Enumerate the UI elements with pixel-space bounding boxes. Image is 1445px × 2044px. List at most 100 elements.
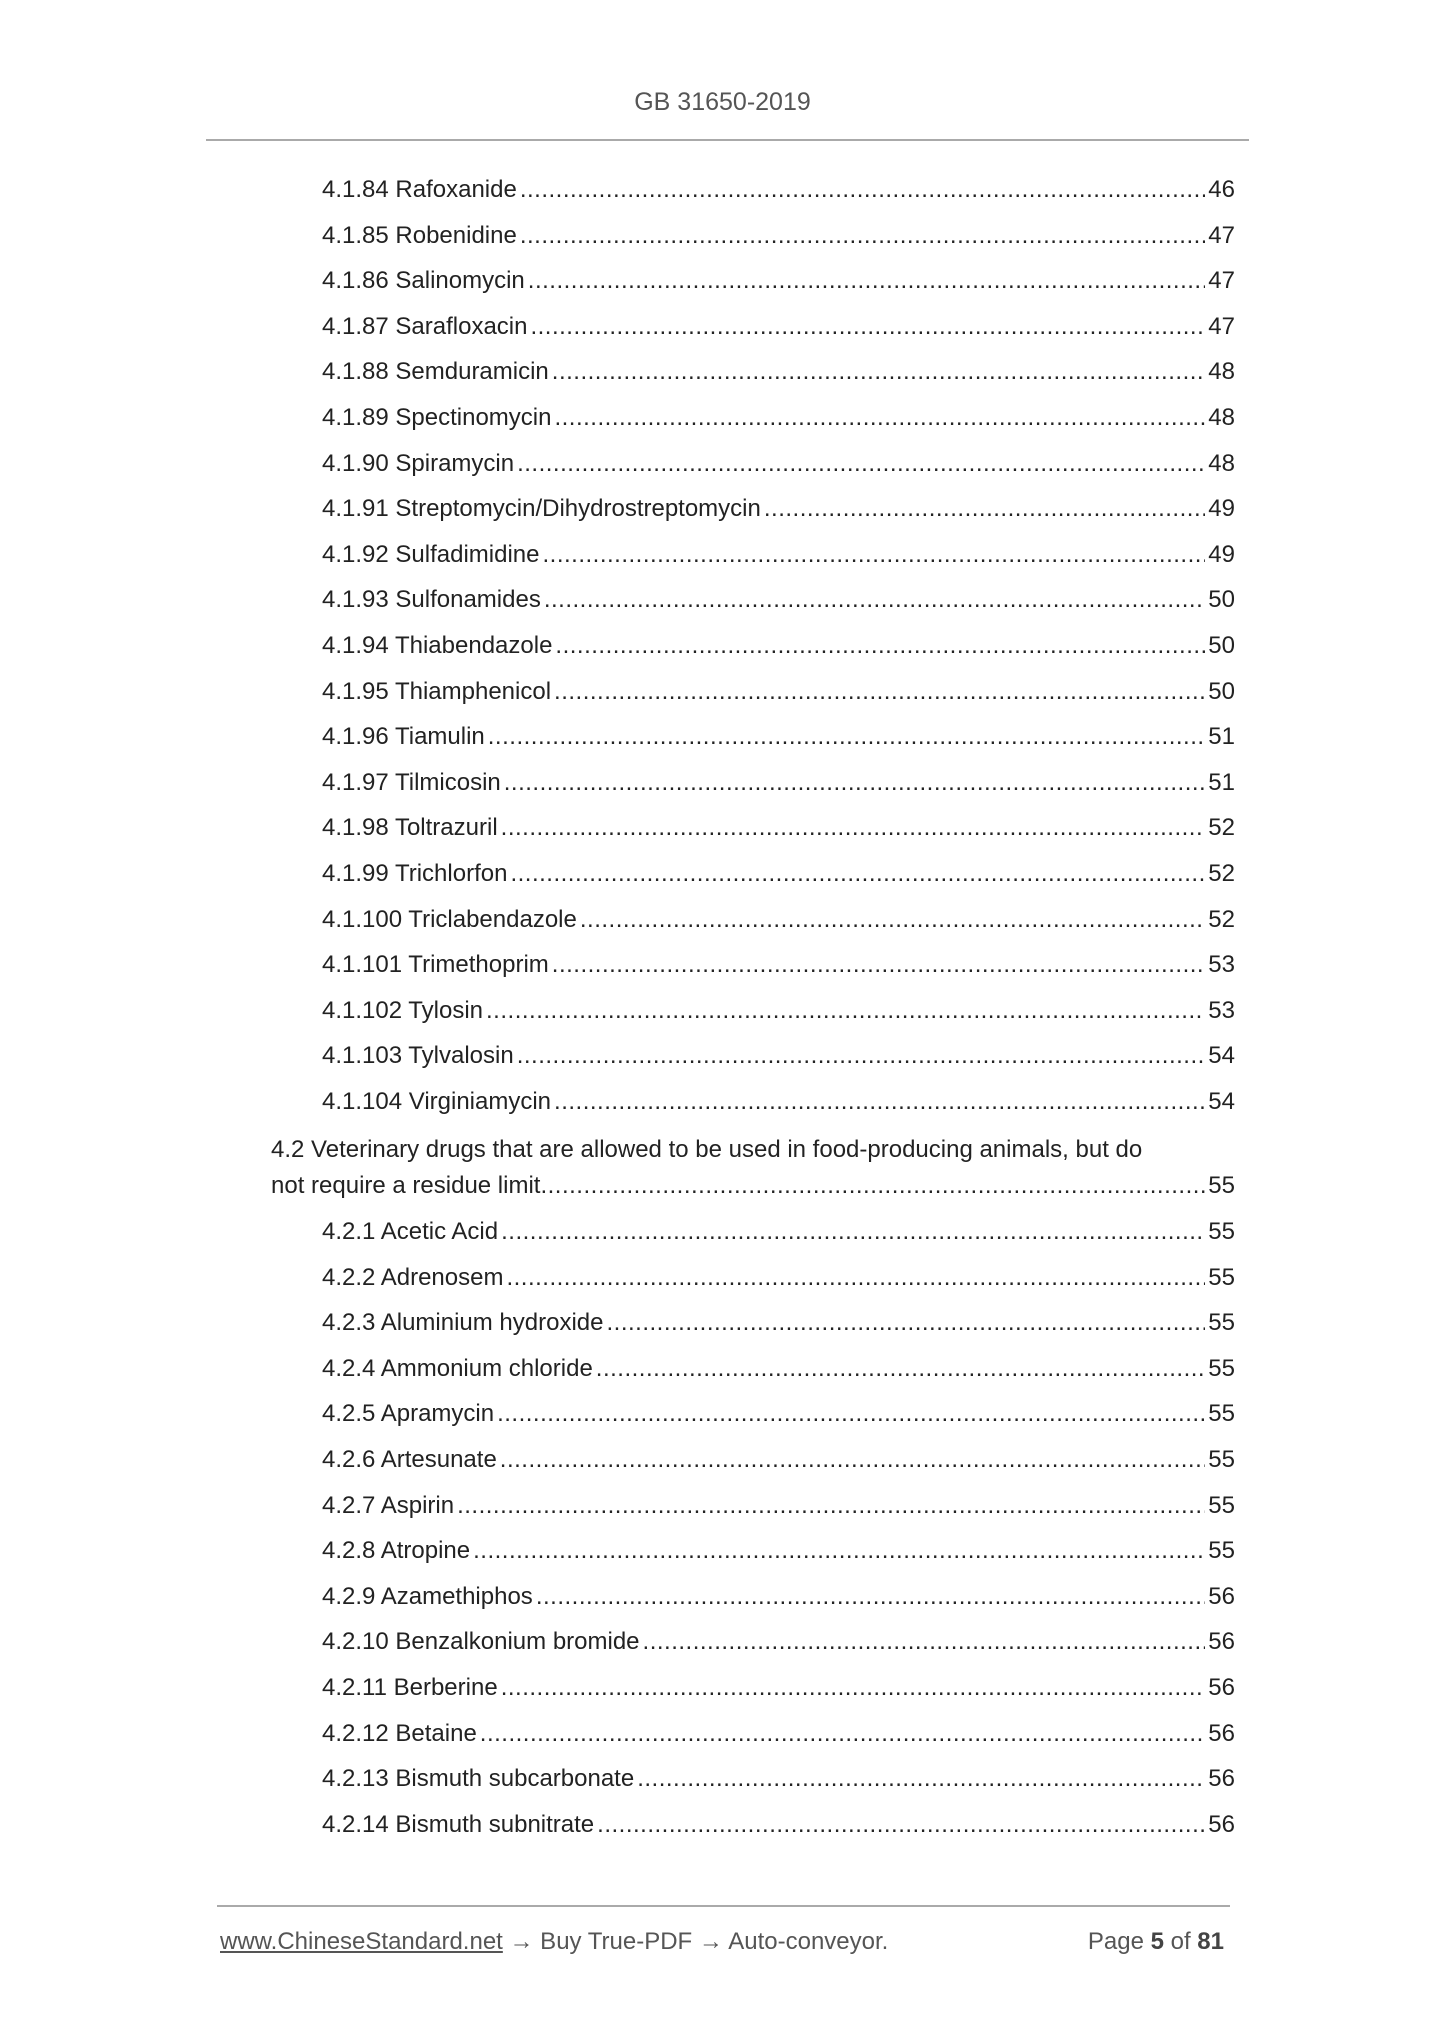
toc-entry-page: 56 — [1208, 1810, 1235, 1838]
toc-entry-label: 4.1.104 Virginiamycin — [322, 1088, 552, 1115]
dot-leader — [504, 768, 1206, 798]
dot-leader — [473, 1536, 1205, 1566]
toc-entry[interactable]: 4.1.95 Thiamphenicol 50 — [322, 677, 1235, 707]
document-footer: www.ChineseStandard.net → Buy True-PDF →… — [220, 1928, 1224, 1956]
dot-leader — [542, 540, 1205, 570]
toc-entry[interactable]: 4.2.3 Aluminium hydroxide 55 — [322, 1308, 1235, 1338]
toc-entry-label: 4.2.3 Aluminium hydroxide — [322, 1309, 604, 1337]
toc-entry[interactable]: 4.2.8 Atropine 55 — [322, 1536, 1235, 1566]
toc-entry[interactable]: 4.2.10 Benzalkonium bromide 56 — [322, 1627, 1235, 1657]
toc-entry[interactable]: 4.2.5 Apramycin 55 — [322, 1399, 1235, 1429]
dot-leader — [536, 1582, 1205, 1612]
toc-entry-label: 4.1.98 Toltrazuril — [322, 814, 498, 842]
toc-entry-page: 52 — [1208, 860, 1235, 887]
toc-entry-page: 51 — [1208, 768, 1235, 796]
toc-entry-label: 4.1.101 Trimethoprim — [322, 951, 549, 979]
toc-entry-page: 55 — [1208, 1218, 1235, 1245]
toc-entry-page: 53 — [1208, 951, 1235, 979]
dot-leader — [643, 1627, 1206, 1657]
dot-leader — [637, 1764, 1205, 1794]
dot-leader — [488, 722, 1206, 752]
toc-entry[interactable]: 4.1.90 Spiramycin 48 — [322, 449, 1235, 479]
toc-entry[interactable]: 4.2.2 Adrenosem 55 — [322, 1263, 1235, 1293]
toc-entry[interactable]: 4.1.86 Salinomycin 47 — [322, 266, 1235, 296]
dot-leader — [544, 585, 1205, 615]
dot-leader — [517, 1041, 1206, 1071]
dot-leader — [500, 1445, 1206, 1475]
dot-leader — [552, 950, 1206, 980]
toc-entry-label: 4.1.87 Sarafloxacin — [322, 312, 528, 340]
dot-leader — [457, 1491, 1205, 1521]
footer-left: www.ChineseStandard.net → Buy True-PDF →… — [220, 1928, 888, 1956]
toc-entry-page: 47 — [1208, 221, 1235, 249]
toc-entry[interactable]: 4.2.11 Berberine 56 — [322, 1673, 1235, 1703]
toc-entry[interactable]: 4.1.93 Sulfonamides 50 — [322, 585, 1235, 615]
toc-entry[interactable]: 4.2.9 Azamethiphos 56 — [322, 1582, 1235, 1612]
toc-entry[interactable]: 4.1.91 Streptomycin/Dihydrostreptomycin 4… — [322, 494, 1235, 524]
toc-entry-page: 52 — [1208, 905, 1235, 933]
toc-entry-page: 47 — [1208, 312, 1235, 340]
dot-leader — [554, 1087, 1205, 1117]
page-indicator: Page 5 of 81 — [1088, 1928, 1224, 1956]
dot-leader — [580, 905, 1205, 935]
toc-entry[interactable]: 4.1.101 Trimethoprim 53 — [322, 950, 1235, 980]
toc-entry[interactable]: 4.2.6 Artesunate 55 — [322, 1445, 1235, 1475]
toc-entry[interactable]: 4.1.96 Tiamulin 51 — [322, 722, 1235, 752]
toc-entry-label: 4.1.88 Semduramicin — [322, 358, 549, 386]
toc-entry-label: 4.1.102 Tylosin — [322, 996, 484, 1024]
toc-entry-label: 4.1.85 Robenidine — [322, 221, 517, 249]
toc-entry-label: 4.2.1 Acetic Acid — [322, 1218, 499, 1245]
dot-leader — [501, 1673, 1206, 1703]
dot-leader — [554, 403, 1205, 433]
toc-entry-label: 4.1.84 Rafoxanide — [322, 176, 517, 203]
toc-entry-page: 48 — [1208, 449, 1235, 477]
toc-entry[interactable]: 4.1.104 Virginiamycin 54 — [322, 1087, 1235, 1117]
dot-leader — [554, 677, 1205, 707]
toc-entry[interactable]: 4.2.14 Bismuth subnitrate 56 — [322, 1810, 1235, 1840]
toc-entry[interactable]: 4.1.94 Thiabendazole 50 — [322, 631, 1235, 661]
toc-entry-label: 4.2.5 Apramycin — [322, 1400, 495, 1428]
footer-text: → Buy True-PDF → Auto-conveyor. — [502, 1928, 889, 1955]
toc-entry-label: 4.1.99 Trichlorfon — [322, 860, 508, 887]
toc-entry[interactable]: 4.1.97 Tilmicosin 51 — [322, 768, 1235, 798]
dot-leader — [606, 1308, 1205, 1338]
toc-entry[interactable]: 4.2.1 Acetic Acid 55 — [322, 1217, 1235, 1247]
toc-entry-label: 4.1.93 Sulfonamides — [322, 586, 541, 614]
toc-entry[interactable]: 4.1.88 Semduramicin 48 — [322, 357, 1235, 387]
toc-entry-label: 4.2.13 Bismuth subcarbonate — [322, 1765, 635, 1793]
toc-entry-label: 4.2.9 Azamethiphos — [322, 1582, 533, 1610]
toc-entry-label: 4.1.86 Salinomycin — [322, 267, 525, 295]
toc-entry-label: 4.1.89 Spectinomycin — [322, 404, 552, 431]
toc-entry-page: 47 — [1208, 267, 1235, 295]
total-pages: 81 — [1197, 1928, 1224, 1955]
toc-section-entry[interactable]: not require a residue limit 55 — [271, 1171, 1235, 1201]
toc-entry[interactable]: 4.2.12 Betaine 56 — [322, 1719, 1235, 1749]
toc-entry[interactable]: 4.2.13 Bismuth subcarbonate 56 — [322, 1764, 1235, 1794]
toc-entry-page: 48 — [1208, 358, 1235, 386]
toc-entry[interactable]: 4.1.87 Sarafloxacin 47 — [322, 312, 1235, 342]
toc-entry[interactable]: 4.1.84 Rafoxanide 46 — [322, 175, 1235, 205]
toc-entry-page: 50 — [1208, 677, 1235, 705]
dot-leader — [501, 1217, 1205, 1247]
toc-entry-page: 55 — [1208, 1537, 1235, 1565]
toc-entry-page: 52 — [1208, 814, 1235, 842]
toc-entry[interactable]: 4.1.92 Sulfadimidine 49 — [322, 540, 1235, 570]
toc-entry[interactable]: 4.1.98 Toltrazuril 52 — [322, 813, 1235, 843]
toc-entry[interactable]: 4.1.103 Tylvalosin 54 — [322, 1041, 1235, 1071]
dot-leader — [501, 813, 1206, 843]
website-link[interactable]: www.ChineseStandard.net — [220, 1928, 503, 1955]
dot-leader — [517, 449, 1205, 479]
toc-entry[interactable]: 4.2.4 Ammonium chloride 55 — [322, 1354, 1235, 1384]
toc-entry[interactable]: 4.1.85 Robenidine 47 — [322, 221, 1235, 251]
toc-entry[interactable]: 4.1.102 Tylosin 53 — [322, 996, 1235, 1026]
document-header: GB 31650-2019 — [634, 88, 811, 116]
toc-entry-page: 49 — [1208, 540, 1235, 568]
toc-entry-label: 4.2.10 Benzalkonium bromide — [322, 1628, 640, 1656]
toc-entry-label: 4.1.92 Sulfadimidine — [322, 540, 540, 568]
toc-entry[interactable]: 4.1.99 Trichlorfon 52 — [322, 859, 1235, 889]
toc-entry-page: 46 — [1208, 176, 1235, 203]
toc-entry[interactable]: 4.1.89 Spectinomycin 48 — [322, 403, 1235, 433]
toc-entry[interactable]: 4.2.7 Aspirin 55 — [322, 1491, 1235, 1521]
toc-entry-label: 4.1.96 Tiamulin — [322, 723, 485, 751]
toc-entry[interactable]: 4.1.100 Triclabendazole 52 — [322, 905, 1235, 935]
